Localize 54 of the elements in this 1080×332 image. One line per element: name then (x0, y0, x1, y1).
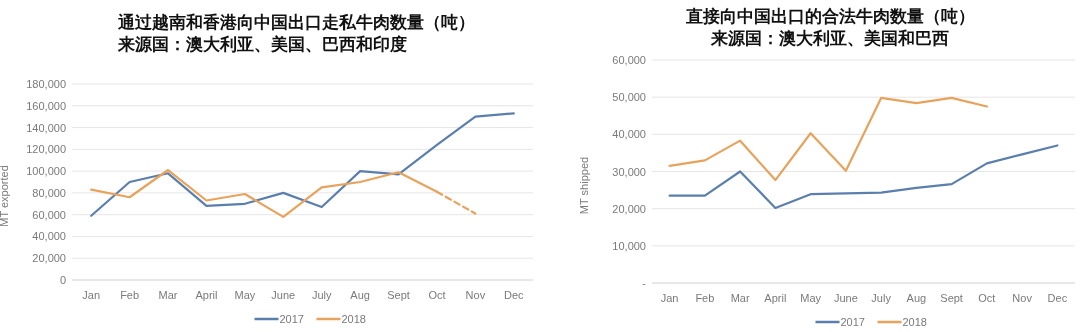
chart-subtitle: 来源国：澳大利亚、美国、巴西和印度 (117, 35, 407, 54)
x-tick-label: Aug (906, 292, 927, 304)
x-tick-label: June (271, 289, 296, 301)
x-tick-label: May (800, 292, 822, 304)
y-tick-label: 10,000 (612, 239, 646, 252)
x-tick-label: May (234, 289, 256, 301)
y-tick-label: 20,000 (612, 202, 646, 215)
y-tick-label: 30,000 (612, 165, 646, 178)
y-tick-label: 40,000 (32, 230, 66, 243)
x-tick-label: Feb (120, 289, 140, 301)
x-tick-label: Sept (387, 289, 410, 301)
y-tick-label: 80,000 (32, 186, 66, 199)
legend-label: 2018 (902, 316, 927, 328)
y-tick-label: 100,000 (26, 165, 66, 178)
x-tick-label: Nov (465, 289, 486, 301)
x-tick-label: April (195, 289, 218, 301)
y-tick-label: 50,000 (612, 91, 646, 104)
chart-title: 直接向中国出口的合法牛肉数量（吨） (684, 7, 975, 26)
chart-title: 通过越南和香港向中国出口走私牛肉数量（吨） (117, 13, 475, 32)
legend-label: 2017 (840, 316, 865, 328)
x-tick-label: Jan (82, 289, 101, 301)
x-tick-label: Aug (350, 289, 370, 301)
y-tick-label: - (642, 277, 647, 289)
legend-label: 2018 (341, 313, 366, 325)
x-tick-label: Mar (730, 292, 750, 304)
x-tick-label: Oct (978, 292, 996, 304)
x-tick-label: Mar (158, 289, 178, 301)
x-tick-label: April (764, 292, 787, 304)
x-tick-label: Sept (940, 292, 963, 304)
x-tick-label: Nov (1012, 292, 1033, 304)
y-tick-label: 160,000 (26, 99, 66, 112)
y-axis-title: MT shipped (578, 156, 590, 215)
y-tick-label: 60,000 (32, 208, 66, 221)
line-series (90, 112, 515, 217)
y-tick-label: 180,000 (26, 78, 66, 90)
legend-label: 2017 (279, 313, 304, 325)
x-tick-label: Dec (1047, 292, 1068, 304)
y-tick-label: 20,000 (32, 252, 66, 265)
y-tick-label: 0 (59, 274, 66, 286)
line-series (668, 144, 1059, 210)
x-tick-label: July (871, 292, 892, 304)
x-tick-label: June (833, 292, 858, 304)
x-tick-label: Oct (428, 289, 446, 301)
line-series (668, 96, 988, 182)
chart-subtitle: 来源国：澳大利亚、美国和巴西 (710, 29, 949, 48)
y-tick-label: 40,000 (612, 128, 646, 141)
y-tick-label: 60,000 (612, 54, 646, 66)
y-tick-label: 140,000 (26, 121, 66, 134)
x-tick-label: Feb (695, 292, 715, 304)
x-tick-label: Jan (660, 292, 679, 304)
y-tick-label: 120,000 (26, 143, 66, 156)
x-tick-label: July (311, 289, 332, 301)
x-tick-label: Dec (504, 289, 525, 301)
y-axis-title: MT exported (0, 165, 10, 227)
